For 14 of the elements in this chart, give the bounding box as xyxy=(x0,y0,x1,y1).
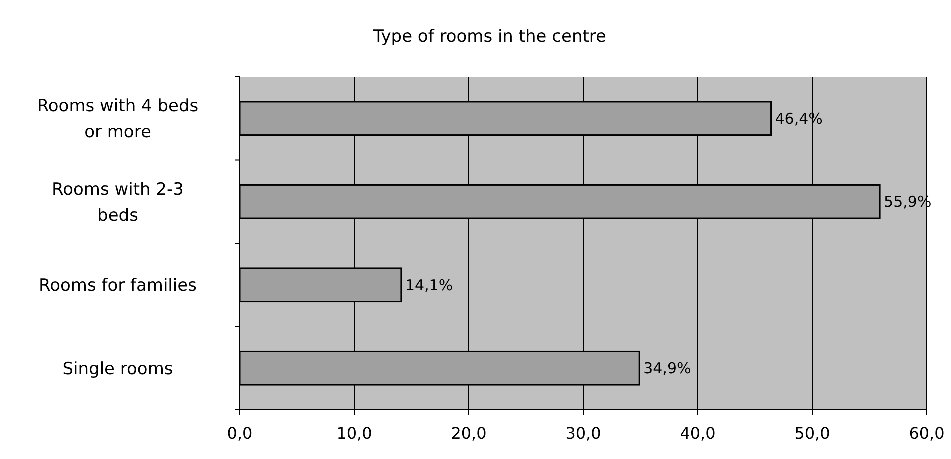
y-tick-label: Single rooms xyxy=(62,359,174,380)
x-tick-label: 20,0 xyxy=(451,424,487,443)
data-label: 34,9% xyxy=(644,360,692,378)
data-label: 14,1% xyxy=(405,276,454,294)
x-tick-label: 40,0 xyxy=(680,424,716,443)
x-tick-label: 50,0 xyxy=(794,424,830,443)
chart-title: Type of rooms in the centre xyxy=(372,27,607,47)
x-tick-label: 30,0 xyxy=(566,424,602,443)
x-tick-label: 60,0 xyxy=(909,424,945,443)
y-tick-label: Rooms for families xyxy=(39,276,198,296)
y-tick-label: Rooms with 4 beds or more xyxy=(37,96,199,143)
y-tick-label: Rooms with 2-3 beds xyxy=(52,180,184,226)
x-tick-label: 10,0 xyxy=(336,424,372,443)
x-tick-label: 0,0 xyxy=(227,424,253,443)
